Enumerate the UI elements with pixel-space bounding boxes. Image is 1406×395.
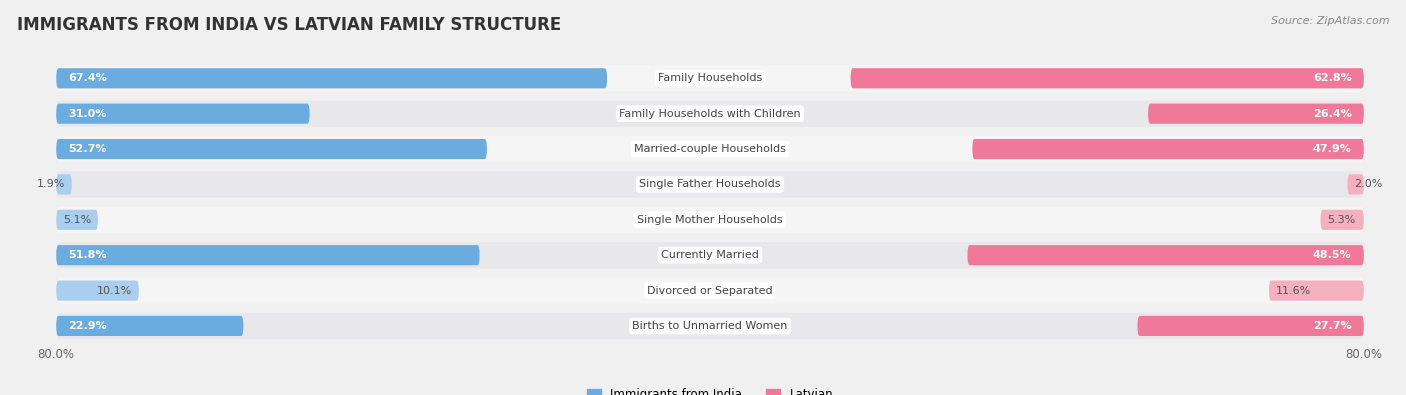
- Text: Single Mother Households: Single Mother Households: [637, 215, 783, 225]
- Text: 10.1%: 10.1%: [97, 286, 132, 295]
- FancyBboxPatch shape: [1137, 316, 1364, 336]
- FancyBboxPatch shape: [56, 171, 1364, 198]
- Text: Divorced or Separated: Divorced or Separated: [647, 286, 773, 295]
- FancyBboxPatch shape: [56, 207, 1364, 233]
- FancyBboxPatch shape: [1347, 174, 1364, 194]
- Text: 67.4%: 67.4%: [69, 73, 107, 83]
- FancyBboxPatch shape: [851, 68, 1364, 88]
- Text: 22.9%: 22.9%: [69, 321, 107, 331]
- Legend: Immigrants from India, Latvian: Immigrants from India, Latvian: [586, 388, 834, 395]
- FancyBboxPatch shape: [56, 245, 479, 265]
- FancyBboxPatch shape: [56, 136, 1364, 162]
- Text: 2.0%: 2.0%: [1354, 179, 1382, 190]
- FancyBboxPatch shape: [1270, 280, 1364, 301]
- Text: Single Father Households: Single Father Households: [640, 179, 780, 190]
- Text: 62.8%: 62.8%: [1313, 73, 1351, 83]
- FancyBboxPatch shape: [56, 65, 1364, 91]
- Text: Currently Married: Currently Married: [661, 250, 759, 260]
- Text: Family Households: Family Households: [658, 73, 762, 83]
- FancyBboxPatch shape: [56, 278, 1364, 304]
- Text: 52.7%: 52.7%: [69, 144, 107, 154]
- Text: Married-couple Households: Married-couple Households: [634, 144, 786, 154]
- Text: 31.0%: 31.0%: [69, 109, 107, 118]
- Text: 1.9%: 1.9%: [37, 179, 65, 190]
- Text: 27.7%: 27.7%: [1313, 321, 1351, 331]
- FancyBboxPatch shape: [973, 139, 1364, 159]
- FancyBboxPatch shape: [56, 101, 1364, 127]
- Text: Births to Unmarried Women: Births to Unmarried Women: [633, 321, 787, 331]
- Text: Source: ZipAtlas.com: Source: ZipAtlas.com: [1271, 16, 1389, 26]
- FancyBboxPatch shape: [56, 174, 72, 194]
- FancyBboxPatch shape: [56, 103, 309, 124]
- FancyBboxPatch shape: [56, 313, 1364, 339]
- FancyBboxPatch shape: [967, 245, 1364, 265]
- Text: 47.9%: 47.9%: [1313, 144, 1351, 154]
- FancyBboxPatch shape: [56, 210, 98, 230]
- FancyBboxPatch shape: [1149, 103, 1364, 124]
- Text: 5.3%: 5.3%: [1327, 215, 1355, 225]
- FancyBboxPatch shape: [1320, 210, 1364, 230]
- Text: 26.4%: 26.4%: [1313, 109, 1351, 118]
- Text: Family Households with Children: Family Households with Children: [619, 109, 801, 118]
- Text: 48.5%: 48.5%: [1313, 250, 1351, 260]
- FancyBboxPatch shape: [56, 242, 1364, 268]
- FancyBboxPatch shape: [56, 280, 139, 301]
- Text: 51.8%: 51.8%: [69, 250, 107, 260]
- FancyBboxPatch shape: [56, 68, 607, 88]
- FancyBboxPatch shape: [56, 139, 486, 159]
- Text: 11.6%: 11.6%: [1275, 286, 1310, 295]
- Text: IMMIGRANTS FROM INDIA VS LATVIAN FAMILY STRUCTURE: IMMIGRANTS FROM INDIA VS LATVIAN FAMILY …: [17, 16, 561, 34]
- Text: 5.1%: 5.1%: [63, 215, 91, 225]
- FancyBboxPatch shape: [56, 316, 243, 336]
